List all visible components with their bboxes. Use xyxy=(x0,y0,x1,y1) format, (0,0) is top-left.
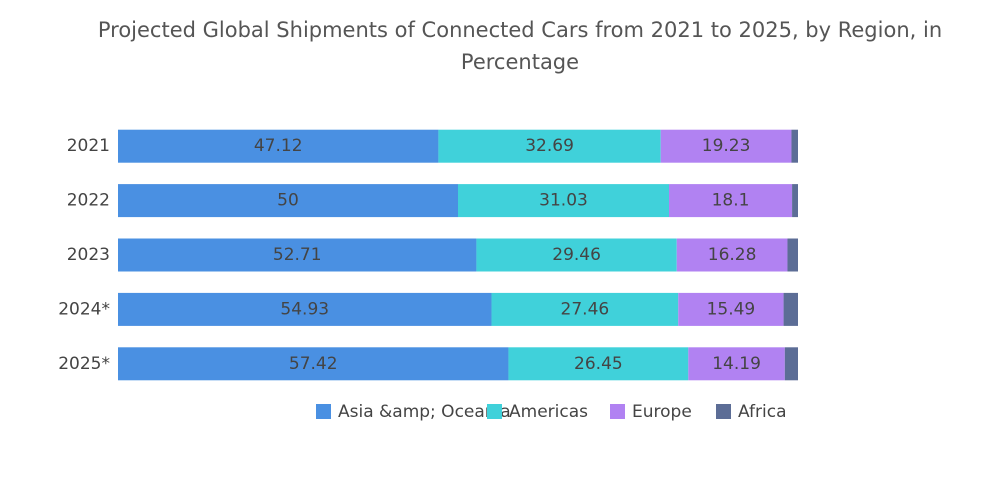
bar-segment xyxy=(491,292,679,326)
data-label: 52.71 xyxy=(273,245,322,265)
bar-segment xyxy=(118,292,492,326)
data-label: 19.23 xyxy=(702,136,751,156)
bar-segment xyxy=(118,184,458,218)
bar-segment xyxy=(792,184,798,218)
data-label: 26.45 xyxy=(574,354,623,374)
data-label: 57.42 xyxy=(289,354,338,374)
bar-segment xyxy=(688,347,785,381)
bar-segment xyxy=(787,238,798,272)
bar-segment xyxy=(791,129,798,163)
legend-swatch xyxy=(316,404,331,419)
bar-segment xyxy=(476,238,677,272)
bar-segment xyxy=(678,292,784,326)
y-tick-label: 2024* xyxy=(58,299,110,319)
bar-segment xyxy=(118,129,439,163)
y-tick-label: 2025* xyxy=(58,354,110,374)
data-label: 29.46 xyxy=(552,245,601,265)
y-tick-label: 2021 xyxy=(67,136,110,156)
data-label: 15.49 xyxy=(707,299,756,319)
bar-segment xyxy=(784,347,798,381)
legend-label: Europe xyxy=(632,402,692,422)
data-label: 16.28 xyxy=(708,245,757,265)
bar-segment xyxy=(783,292,798,326)
bar-segment xyxy=(669,184,793,218)
legend-label: Asia &amp; Oceania xyxy=(338,402,511,422)
legend-label: Africa xyxy=(738,402,787,422)
bar-segment xyxy=(676,238,788,272)
chart-title: Projected Global Shipments of Connected … xyxy=(97,18,943,74)
bar-segment xyxy=(508,347,689,381)
data-label: 31.03 xyxy=(539,191,588,211)
bar-segment xyxy=(660,129,792,163)
data-label: 50 xyxy=(277,191,299,211)
bar-segment xyxy=(438,129,661,163)
data-label: 54.93 xyxy=(280,299,329,319)
bar-segment xyxy=(118,238,477,272)
data-label: 14.19 xyxy=(712,354,761,374)
y-tick-label: 2022 xyxy=(67,191,110,211)
y-tick-label: 2023 xyxy=(67,245,110,265)
bar-segment xyxy=(118,347,509,381)
data-label: 18.1 xyxy=(712,191,750,211)
data-label: 32.69 xyxy=(525,136,574,156)
legend-label: Americas xyxy=(509,402,588,422)
data-label: 27.46 xyxy=(561,299,610,319)
legend-swatch xyxy=(487,404,502,419)
legend-swatch xyxy=(610,404,625,419)
data-label: 47.12 xyxy=(254,136,303,156)
bar-segment xyxy=(458,184,670,218)
legend-swatch xyxy=(716,404,731,419)
